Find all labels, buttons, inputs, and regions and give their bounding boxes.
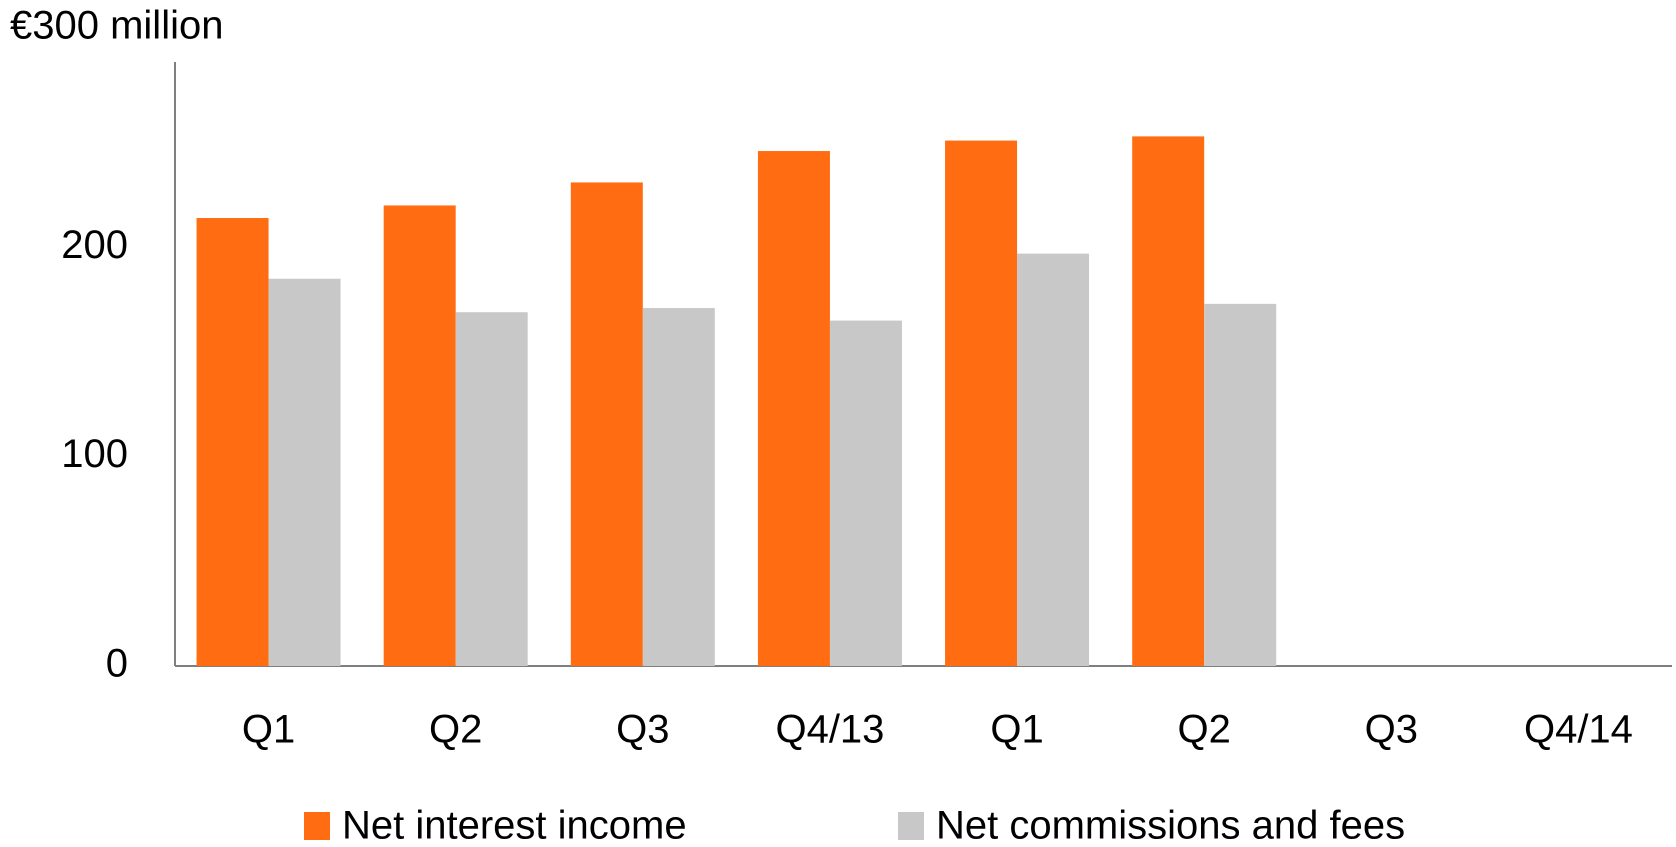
bar [455, 312, 528, 666]
x-tick-label: Q4/14 [1524, 708, 1633, 752]
bar [268, 278, 341, 666]
legend-label: Net commissions and fees [936, 804, 1405, 847]
y-tick-label: 200 [61, 223, 128, 267]
x-tick-label: Q3 [1365, 708, 1418, 752]
bar [1017, 253, 1090, 666]
bar [829, 320, 902, 666]
x-tick-label: Q2 [1178, 708, 1231, 752]
legend-swatch [898, 812, 924, 840]
x-tick-label: Q1 [242, 708, 295, 752]
bar [1204, 303, 1277, 666]
bar [642, 308, 715, 666]
bar [196, 218, 269, 666]
bar [757, 151, 830, 667]
x-tick-label: Q2 [429, 708, 482, 752]
legend-swatch [304, 812, 330, 840]
y-tick-label: €300 million [10, 4, 223, 48]
bar [945, 140, 1018, 666]
x-tick-label: Q1 [990, 708, 1043, 752]
bar [1132, 136, 1205, 667]
legend-label: Net interest income [342, 804, 687, 847]
bar [570, 182, 643, 666]
y-tick-label: 0 [106, 642, 128, 686]
y-tick-label: 100 [61, 432, 128, 476]
x-tick-label: Q4/13 [775, 708, 884, 752]
x-tick-label: Q3 [616, 708, 669, 752]
bar [383, 205, 456, 666]
